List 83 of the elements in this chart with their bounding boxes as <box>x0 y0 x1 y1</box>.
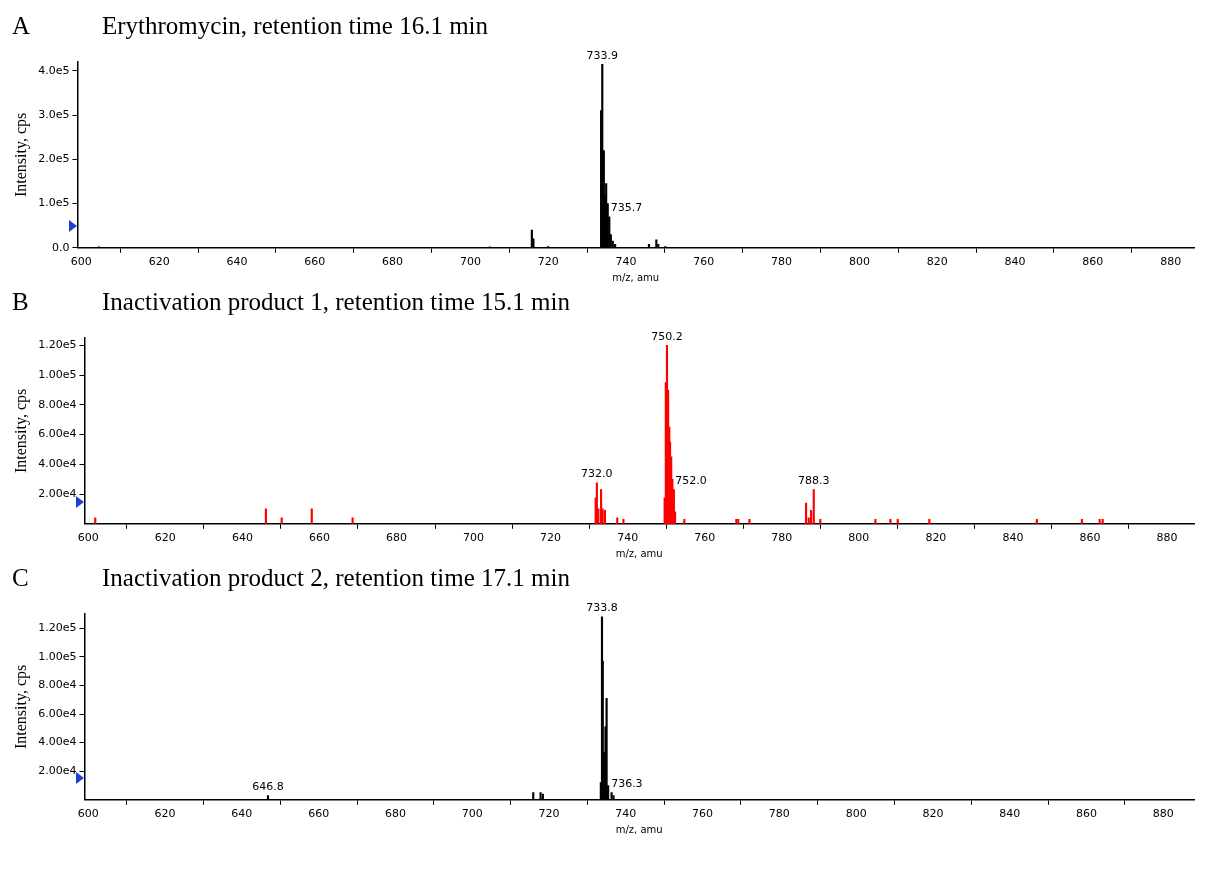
x-tick-label: 620 <box>148 255 170 269</box>
x-axis-title: m/z, amu <box>615 547 663 559</box>
y-tick-label: 1.20e5 <box>38 621 77 635</box>
annotation: 788.3 <box>798 473 830 487</box>
x-tick-label: 660 <box>308 531 330 545</box>
y-axis-title: Intensity, cps <box>11 664 30 750</box>
x-tick-label: 720 <box>538 807 560 821</box>
x-tick-label: 800 <box>848 531 870 545</box>
x-tick-label: 880 <box>1160 255 1182 269</box>
x-tick-label: 820 <box>922 807 944 821</box>
text: B <box>11 288 30 316</box>
y-axis-title: Intensity, cps <box>11 112 30 198</box>
annotation: 646.8 <box>252 779 284 793</box>
x-tick-label: 800 <box>848 255 870 269</box>
y-tick-label: 4.00e4 <box>38 735 77 749</box>
x-tick-label: 880 <box>1156 531 1178 545</box>
x-tick-label: 880 <box>1152 807 1174 821</box>
y-tick-label: 6.00e4 <box>38 427 77 441</box>
x-tick-label: 840 <box>1004 255 1026 269</box>
x-tick-label: 700 <box>461 807 483 821</box>
x-tick-label: 840 <box>1002 531 1024 545</box>
annotation: 750.2 <box>651 329 683 343</box>
chart-title: Inactivation product 2, retention time 17.1 min <box>102 564 570 592</box>
y-tick-label: 6.00e4 <box>38 706 77 720</box>
x-tick-label: 740 <box>617 531 639 545</box>
x-tick-label: 620 <box>154 807 176 821</box>
annotation: 732.0 <box>581 467 613 481</box>
x-tick-label: 760 <box>693 255 715 269</box>
x-tick-label: 820 <box>926 255 948 269</box>
x-tick-label: 700 <box>459 255 481 269</box>
x-axis-title: m/z, amu <box>615 823 663 835</box>
x-tick-label: 640 <box>226 255 248 269</box>
x-axis-title: m/z, amu <box>612 271 660 283</box>
x-tick-label: 600 <box>77 807 99 821</box>
y-tick-label: 4.00e4 <box>38 457 77 471</box>
y-tick-label: 1.00e5 <box>38 649 77 663</box>
y-tick-label: 1.20e5 <box>38 338 77 352</box>
y-axis-title: Intensity, cps <box>11 388 30 474</box>
x-tick-label: 720 <box>540 531 562 545</box>
text: C <box>11 564 30 592</box>
text: A <box>11 12 32 40</box>
y-tick-label: 2.0e5 <box>38 152 70 166</box>
y-tick-label: 2.00e4 <box>38 764 77 778</box>
y-tick-label: 8.00e4 <box>38 397 77 411</box>
y-tick-label: 4.0e5 <box>38 63 70 77</box>
x-tick-label: 660 <box>308 807 330 821</box>
y-tick-label: 3.0e5 <box>38 107 70 121</box>
y-tick-label: 2.00e4 <box>38 486 77 500</box>
x-tick-label: 620 <box>154 531 176 545</box>
x-tick-label: 680 <box>382 255 404 269</box>
x-tick-label: 720 <box>537 255 559 269</box>
annotation: 733.8 <box>586 601 618 615</box>
chart-title: Inactivation product 1, retention time 15.1 min <box>102 288 570 316</box>
x-tick-label: 600 <box>77 531 99 545</box>
x-tick-label: 780 <box>771 255 793 269</box>
annotation: 736.3 <box>611 777 643 791</box>
x-tick-label: 780 <box>768 807 790 821</box>
x-tick-label: 780 <box>771 531 793 545</box>
x-tick-label: 600 <box>70 255 92 269</box>
x-tick-label: 680 <box>384 807 406 821</box>
x-tick-label: 860 <box>1076 807 1097 821</box>
chart-title: Erythromycin, retention time 16.1 min <box>102 12 489 40</box>
annotation: 733.9 <box>586 48 619 62</box>
x-tick-label: 640 <box>231 531 253 545</box>
y-tick-label: 1.00e5 <box>38 368 77 382</box>
x-tick-label: 820 <box>925 531 947 545</box>
annotation: 735.7 <box>610 201 643 215</box>
y-tick-label: 8.00e4 <box>38 678 77 692</box>
y-tick-label: 0.0 <box>51 240 70 254</box>
y-tick-label: 1.0e5 <box>38 196 70 210</box>
x-tick-label: 800 <box>845 807 867 821</box>
x-tick-label: 760 <box>694 531 716 545</box>
annotation: 752.0 <box>675 473 707 487</box>
x-tick-label: 760 <box>692 807 714 821</box>
x-tick-label: 700 <box>463 531 485 545</box>
x-tick-label: 680 <box>386 531 408 545</box>
x-tick-label: 860 <box>1079 531 1101 545</box>
x-tick-label: 660 <box>304 255 326 269</box>
x-tick-label: 740 <box>615 807 637 821</box>
x-tick-label: 860 <box>1082 255 1104 269</box>
x-tick-label: 640 <box>231 807 253 821</box>
x-tick-label: 740 <box>615 255 637 269</box>
x-tick-label: 840 <box>999 807 1021 821</box>
